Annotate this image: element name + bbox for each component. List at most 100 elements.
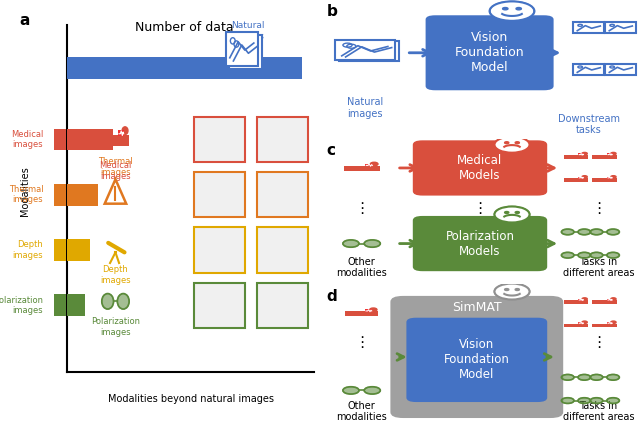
Circle shape [117, 293, 129, 309]
FancyBboxPatch shape [605, 22, 636, 33]
Circle shape [590, 229, 603, 235]
Circle shape [582, 321, 588, 323]
FancyBboxPatch shape [257, 283, 308, 328]
Circle shape [590, 398, 603, 404]
FancyBboxPatch shape [67, 184, 98, 206]
Circle shape [364, 387, 380, 394]
Circle shape [122, 127, 128, 135]
FancyBboxPatch shape [573, 64, 605, 75]
FancyBboxPatch shape [593, 155, 617, 158]
FancyBboxPatch shape [345, 312, 378, 316]
Circle shape [504, 289, 509, 290]
Text: Vision
Foundation
Model: Vision Foundation Model [455, 31, 524, 74]
FancyBboxPatch shape [611, 177, 613, 182]
FancyBboxPatch shape [370, 309, 372, 316]
Circle shape [516, 7, 522, 10]
Text: a: a [19, 13, 29, 28]
FancyBboxPatch shape [607, 322, 612, 324]
Circle shape [496, 137, 528, 152]
FancyBboxPatch shape [371, 164, 373, 171]
Circle shape [582, 176, 588, 178]
FancyBboxPatch shape [611, 322, 613, 327]
FancyBboxPatch shape [607, 299, 612, 301]
Text: Modalities beyond natural images: Modalities beyond natural images [108, 394, 274, 404]
FancyBboxPatch shape [564, 300, 588, 304]
Circle shape [492, 2, 532, 20]
FancyBboxPatch shape [67, 128, 113, 150]
Text: ⋮: ⋮ [354, 335, 369, 350]
Circle shape [371, 162, 378, 166]
Text: ⋮: ⋮ [591, 335, 606, 350]
Text: Tasks in
different areas: Tasks in different areas [563, 257, 634, 279]
FancyBboxPatch shape [339, 41, 399, 62]
FancyBboxPatch shape [582, 299, 584, 304]
Circle shape [494, 283, 530, 299]
FancyBboxPatch shape [118, 130, 124, 136]
Text: Other
modalities: Other modalities [336, 257, 387, 279]
Circle shape [561, 229, 574, 235]
Text: d: d [326, 289, 337, 304]
FancyBboxPatch shape [390, 296, 563, 418]
Text: Natural
images: Natural images [231, 21, 264, 41]
FancyBboxPatch shape [573, 22, 605, 33]
FancyBboxPatch shape [344, 166, 380, 171]
Text: Depth
images: Depth images [13, 240, 44, 260]
FancyBboxPatch shape [122, 130, 125, 146]
Circle shape [590, 252, 603, 258]
FancyBboxPatch shape [406, 318, 547, 402]
Text: Number of data: Number of data [135, 21, 234, 34]
Text: ⋮: ⋮ [591, 201, 606, 216]
Text: Natural
images: Natural images [347, 97, 383, 119]
FancyBboxPatch shape [593, 324, 617, 327]
FancyBboxPatch shape [194, 117, 245, 162]
FancyBboxPatch shape [582, 177, 584, 182]
Circle shape [490, 1, 534, 21]
Text: Downstream
tasks: Downstream tasks [558, 114, 620, 135]
Text: Other
modalities: Other modalities [336, 401, 387, 422]
Circle shape [494, 137, 530, 153]
Text: Medical
images: Medical images [99, 161, 132, 181]
Circle shape [611, 152, 616, 155]
Text: Polarization
images: Polarization images [0, 296, 44, 315]
Text: Thermal
images: Thermal images [8, 185, 44, 204]
Text: b: b [326, 4, 337, 19]
Circle shape [515, 211, 520, 214]
FancyBboxPatch shape [365, 164, 373, 167]
Circle shape [611, 298, 616, 300]
Circle shape [343, 240, 359, 247]
Text: Thermal
images: Thermal images [98, 157, 132, 177]
FancyBboxPatch shape [605, 64, 636, 75]
FancyBboxPatch shape [611, 154, 613, 158]
FancyBboxPatch shape [54, 294, 66, 316]
Circle shape [364, 240, 380, 247]
Circle shape [607, 375, 620, 380]
FancyBboxPatch shape [194, 227, 245, 273]
Circle shape [561, 375, 574, 380]
FancyBboxPatch shape [593, 300, 617, 304]
Circle shape [561, 252, 574, 258]
FancyBboxPatch shape [579, 322, 584, 324]
FancyBboxPatch shape [607, 154, 612, 155]
FancyBboxPatch shape [607, 177, 612, 178]
FancyBboxPatch shape [194, 172, 245, 217]
Text: Polarization
Models: Polarization Models [445, 230, 515, 257]
FancyBboxPatch shape [67, 57, 302, 79]
FancyBboxPatch shape [564, 155, 588, 158]
FancyBboxPatch shape [194, 283, 245, 328]
FancyBboxPatch shape [579, 299, 584, 301]
Circle shape [578, 375, 591, 380]
FancyBboxPatch shape [582, 322, 584, 327]
Text: Medical
images: Medical images [11, 130, 44, 149]
FancyBboxPatch shape [564, 178, 588, 182]
Circle shape [578, 398, 591, 404]
FancyBboxPatch shape [593, 178, 617, 182]
FancyBboxPatch shape [426, 15, 554, 90]
Circle shape [582, 152, 588, 155]
FancyBboxPatch shape [257, 172, 308, 217]
FancyBboxPatch shape [579, 177, 584, 178]
FancyBboxPatch shape [54, 239, 66, 261]
FancyBboxPatch shape [102, 135, 129, 146]
FancyBboxPatch shape [582, 154, 584, 158]
FancyBboxPatch shape [225, 32, 258, 66]
FancyBboxPatch shape [67, 239, 90, 261]
